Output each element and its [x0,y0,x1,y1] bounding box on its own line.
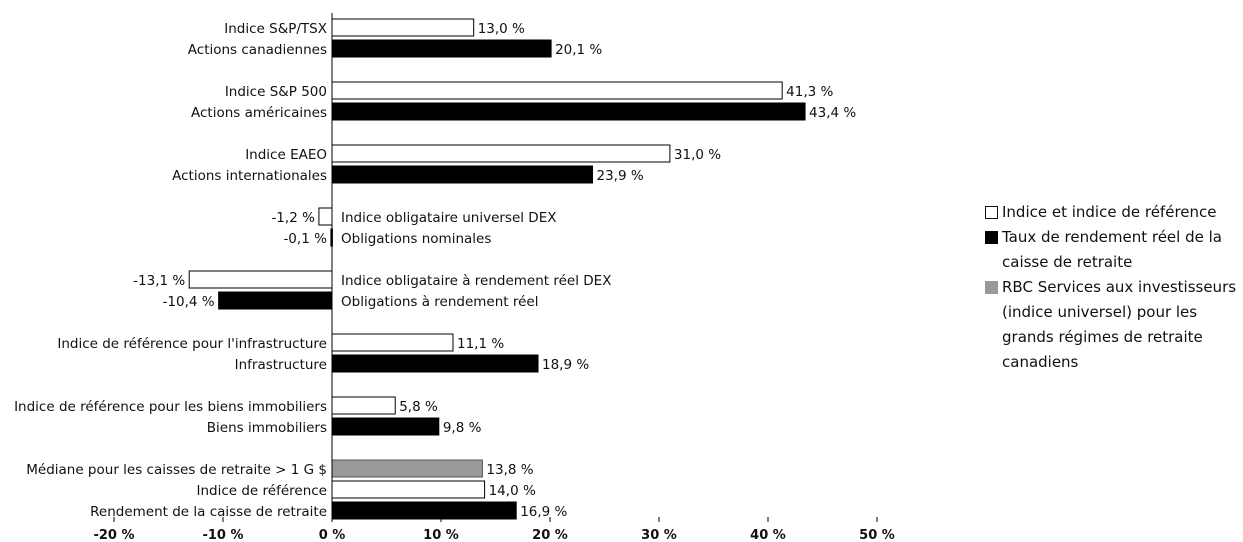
value-label: 41,3 % [786,84,833,100]
value-label: -10,4 % [163,294,215,310]
bar-fund [331,417,440,436]
x-tick-label: -10 % [202,528,243,542]
category-label: Rendement de la caisse de retraite [90,504,327,520]
bar-index [331,144,671,163]
category-label: Indice S&P 500 [225,84,327,100]
category-label: Médiane pour les caisses de retraite > 1… [26,462,327,478]
value-label: 18,9 % [542,357,589,373]
bar-index [331,18,475,37]
x-tick-label: 40 % [750,528,786,542]
value-label: -13,1 % [133,273,185,289]
legend-swatch-median [985,281,998,294]
category-label: Indice de référence [196,483,327,499]
bar-median [331,459,483,478]
value-label: 23,9 % [597,168,644,184]
category-label: Indice EAEO [245,147,327,163]
bar-index [318,207,333,226]
category-label: Infrastructure [235,357,327,373]
bar-fund [331,165,594,184]
category-label: Indice obligataire universel DEX [341,210,556,226]
value-label: -1,2 % [271,210,315,226]
legend-swatch-index [985,206,998,219]
bar-fund [331,39,552,58]
category-label: Indice obligataire à rendement réel DEX [341,273,611,289]
x-tick-label: 0 % [319,528,346,542]
legend-item-fund: Taux de rendement réel de la caisse de r… [985,225,1243,275]
bar-index [331,480,486,499]
value-label: -0,1 % [283,231,327,247]
value-label: 13,8 % [486,462,533,478]
bar-index [331,333,454,352]
value-label: 13,0 % [478,21,525,37]
legend-label-index: Indice et indice de référence [1002,203,1217,221]
value-label: 5,8 % [399,399,438,415]
x-tick-label: -20 % [93,528,134,542]
value-label: 9,8 % [443,420,482,436]
x-tick-label: 30 % [641,528,677,542]
value-label: 20,1 % [555,42,602,58]
value-label: 31,0 % [674,147,721,163]
legend-item-median: RBC Services aux investisseurs (indice u… [985,275,1243,375]
category-label: Actions internationales [172,168,327,184]
legend-swatch-fund [985,231,998,244]
category-label: Indice S&P/TSX [224,21,327,37]
value-label: 43,4 % [809,105,856,121]
category-label: Biens immobiliers [207,420,327,436]
x-tick-label: 10 % [423,528,459,542]
category-label: Actions américaines [191,105,327,121]
bar-fund [218,291,333,310]
bar-index [188,270,333,289]
legend-label-median: RBC Services aux investisseurs (indice u… [1002,278,1237,371]
category-label: Obligations nominales [341,231,491,247]
legend-item-index: Indice et indice de référence [985,200,1243,225]
x-tick-label: 50 % [859,528,895,542]
bar-fund [331,354,539,373]
value-label: 16,9 % [520,504,567,520]
bar-fund [331,102,806,121]
bar-index [331,396,396,415]
category-label: Indice de référence pour l'infrastructur… [57,336,327,352]
legend: Indice et indice de référence Taux de re… [985,200,1243,375]
bar-fund [331,501,517,520]
value-label: 14,0 % [489,483,536,499]
category-label: Actions canadiennes [188,42,327,58]
bar-index [331,81,783,100]
x-tick-label: 20 % [532,528,568,542]
legend-label-fund: Taux de rendement réel de la caisse de r… [1002,228,1222,271]
category-label: Indice de référence pour les biens immob… [14,399,327,415]
value-label: 11,1 % [457,336,504,352]
category-label: Obligations à rendement réel [341,294,539,310]
